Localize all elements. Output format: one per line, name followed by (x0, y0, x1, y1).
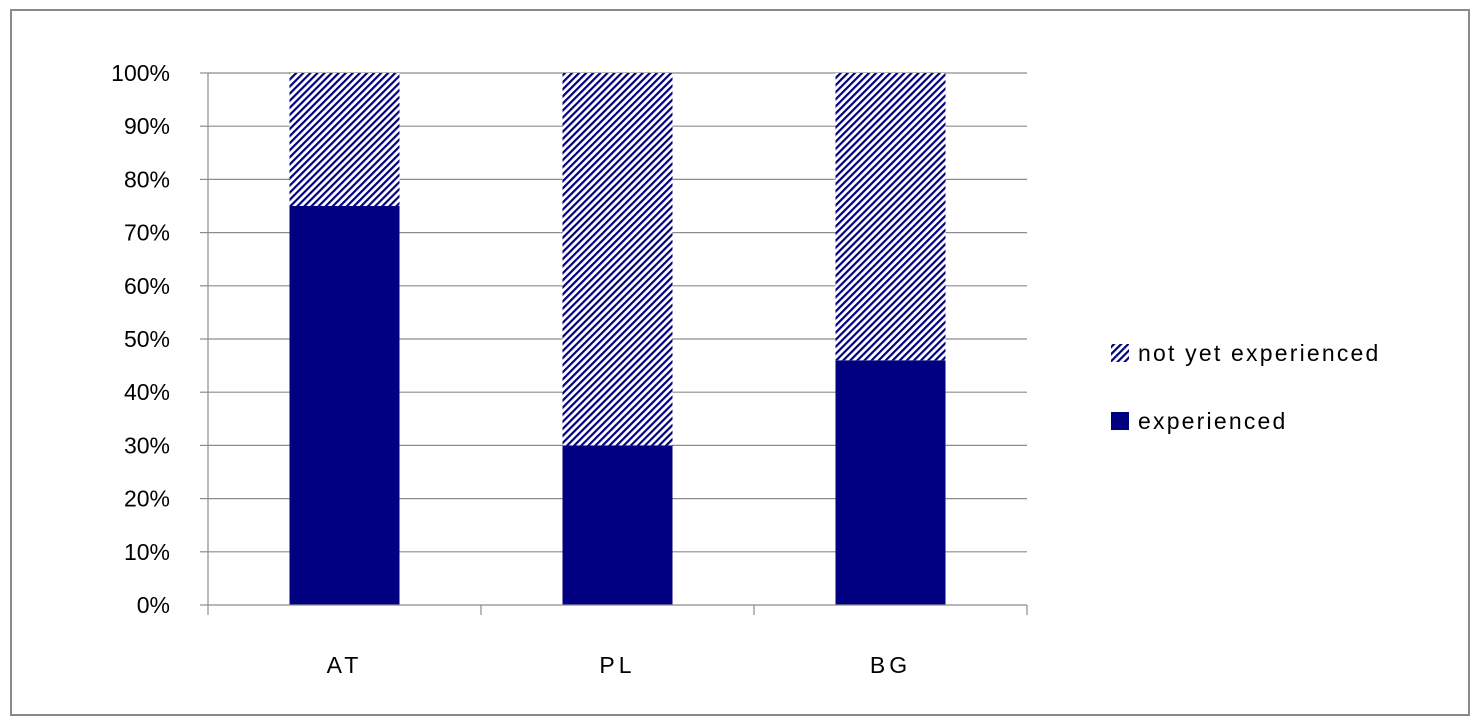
bars (289, 73, 946, 605)
legend-swatch-not-yet-experienced (1111, 344, 1129, 362)
axis-labels: 0% 10% 20% 30% 40% 50% 60% 70% 80% 90% 100% AT PL BG (111, 60, 911, 678)
y-tick-label: 40% (124, 379, 170, 405)
legend-swatch-experienced (1111, 412, 1129, 430)
y-tick-label: 90% (124, 113, 170, 139)
bar-pl-not-yet-experienced (562, 73, 673, 446)
y-tick-label: 10% (124, 539, 170, 565)
legend-label-not-yet-experienced: not yet experienced (1138, 340, 1381, 366)
legend-label-experienced: experienced (1138, 408, 1288, 434)
y-tick-label: 70% (124, 220, 170, 246)
y-tick-label: 0% (137, 592, 170, 618)
bar-pl-experienced (562, 445, 673, 605)
y-tick-label: 30% (124, 432, 170, 458)
bar-bg-not-yet-experienced (835, 73, 946, 361)
y-tick-label: 100% (111, 60, 170, 86)
x-category-label: AT (327, 652, 363, 678)
axes (200, 72, 1028, 615)
x-category-label: PL (599, 652, 635, 678)
y-tick-label: 60% (124, 273, 170, 299)
legend: not yet experienced experienced (1111, 340, 1381, 434)
x-category-label: BG (870, 652, 911, 678)
bar-at-not-yet-experienced (289, 73, 400, 206)
bar-at-experienced (289, 206, 400, 605)
y-tick-label: 20% (124, 486, 170, 512)
chart-frame (10, 9, 1470, 716)
y-tick-label: 80% (124, 166, 170, 192)
bar-bg-experienced (835, 360, 946, 605)
y-tick-label: 50% (124, 326, 170, 352)
